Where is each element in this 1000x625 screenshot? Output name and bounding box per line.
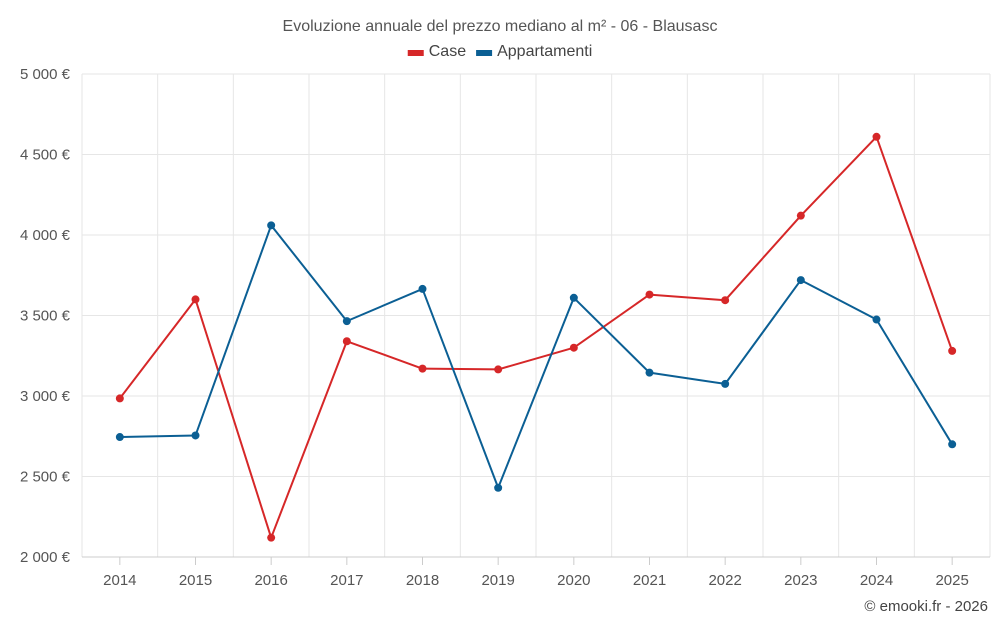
series-layer — [115, 132, 957, 542]
x-tick-label: 2023 — [784, 572, 817, 589]
x-tick-label: 2025 — [935, 572, 968, 589]
y-tick-label: 4 500 € — [20, 147, 71, 164]
credit: © emooki.fr - 2026 — [864, 598, 988, 615]
x-tick-label: 2024 — [860, 572, 893, 589]
data-point-appartamenti[interactable] — [569, 293, 578, 302]
data-point-case[interactable] — [645, 290, 654, 299]
legend-label-appartamenti: Appartamenti — [497, 43, 592, 60]
y-tick-label: 2 000 € — [20, 549, 71, 566]
data-point-case[interactable] — [721, 296, 730, 305]
y-tick-label: 2 500 € — [20, 469, 71, 486]
legend[interactable]: Case Appartamenti — [407, 43, 593, 60]
data-point-case[interactable] — [872, 132, 881, 141]
y-tick-label: 4 000 € — [20, 227, 71, 244]
grid — [81, 73, 991, 558]
chart-title: Evoluzione annuale del prezzo mediano al… — [283, 18, 718, 35]
legend-item-appartamenti[interactable]: Appartamenti — [476, 43, 592, 60]
y-tick-label: 3 500 € — [20, 308, 71, 325]
data-point-case[interactable] — [267, 533, 276, 542]
data-point-case[interactable] — [796, 211, 805, 220]
data-point-case[interactable] — [115, 394, 124, 403]
data-point-case[interactable] — [342, 337, 351, 346]
x-tick-label: 2014 — [103, 572, 136, 589]
data-point-appartamenti[interactable] — [418, 284, 427, 293]
y-axis: 2 000 € 2 500 € 3 000 € 3 500 € 4 000 € 4 500… — [20, 66, 71, 566]
legend-item-case[interactable]: Case — [407, 43, 466, 60]
data-point-appartamenti[interactable] — [115, 433, 124, 442]
series-line-case — [119, 135, 954, 539]
x-axis: 2014 2015 2016 2017 2018 2019 2020 2021 2022 2023… — [82, 556, 990, 589]
legend-swatch-case — [407, 50, 424, 56]
x-tick-label: 2016 — [254, 572, 287, 589]
legend-swatch-appartamenti — [476, 50, 493, 56]
data-point-appartamenti[interactable] — [191, 431, 200, 440]
data-point-case[interactable] — [418, 364, 427, 373]
data-point-case[interactable] — [569, 343, 578, 352]
x-tick-label: 2015 — [179, 572, 212, 589]
data-point-appartamenti[interactable] — [721, 379, 730, 388]
data-point-appartamenti[interactable] — [645, 368, 654, 377]
y-tick-label: 3 000 € — [20, 388, 71, 405]
data-point-case[interactable] — [494, 365, 503, 374]
data-point-appartamenti[interactable] — [796, 276, 805, 285]
data-point-case[interactable] — [948, 346, 957, 355]
x-tick-label: 2019 — [481, 572, 514, 589]
data-point-appartamenti[interactable] — [342, 317, 351, 326]
legend-label-case: Case — [429, 43, 466, 60]
data-point-appartamenti[interactable] — [948, 440, 957, 449]
series-line-appartamenti — [119, 224, 954, 489]
x-tick-label: 2022 — [708, 572, 741, 589]
x-tick-label: 2018 — [406, 572, 439, 589]
x-tick-label: 2017 — [330, 572, 363, 589]
x-tick-label: 2021 — [633, 572, 666, 589]
data-point-case[interactable] — [191, 295, 200, 304]
data-point-appartamenti[interactable] — [872, 315, 881, 324]
data-point-appartamenti[interactable] — [267, 221, 276, 230]
data-point-appartamenti[interactable] — [494, 483, 503, 492]
y-tick-label: 5 000 € — [20, 66, 71, 83]
x-tick-label: 2020 — [557, 572, 590, 589]
